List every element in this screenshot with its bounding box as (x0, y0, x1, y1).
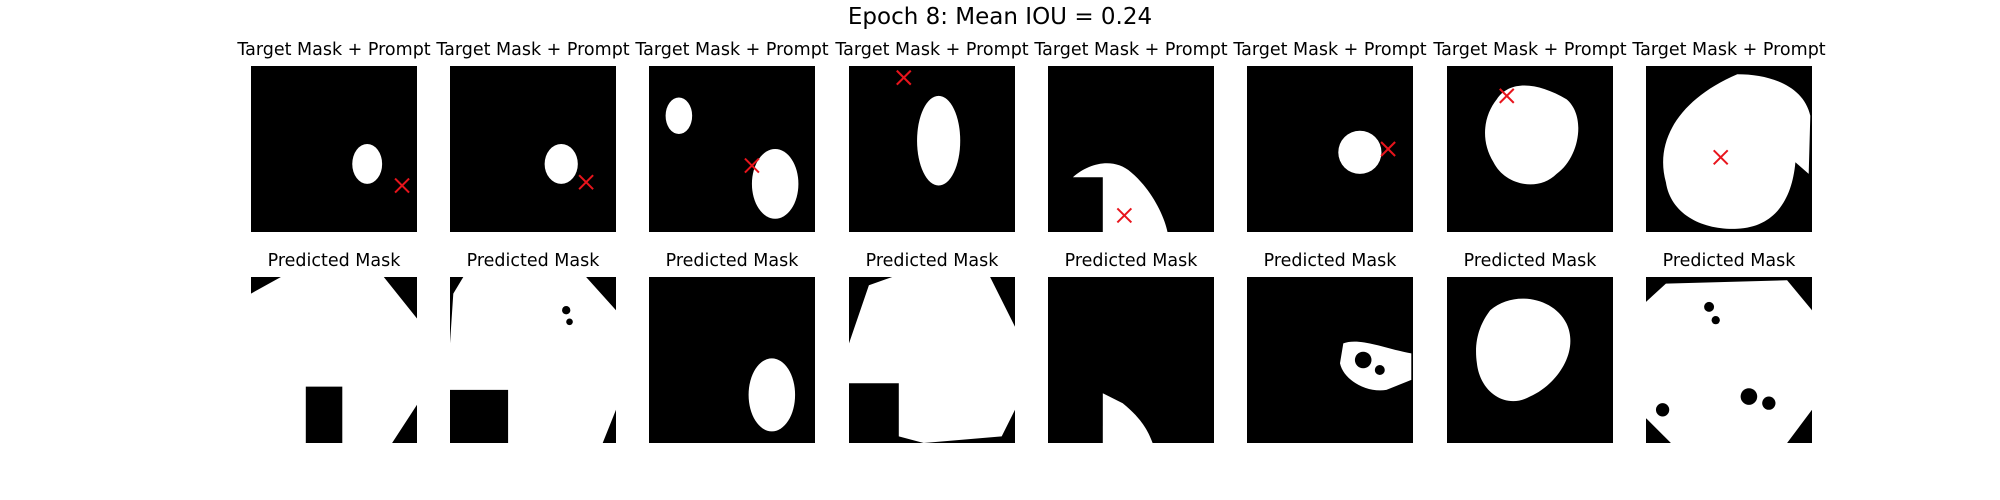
predicted-image-1 (251, 277, 417, 443)
target-title-1: Target Mask + Prompt (237, 40, 431, 60)
target-mask-7 (1485, 85, 1579, 185)
prompt-marker-stroke (394, 177, 410, 194)
prompt-marker-5 (1116, 207, 1133, 224)
predicted-image-2 (450, 277, 616, 443)
target-mask-8 (1663, 74, 1811, 229)
predicted-panel-1 (251, 277, 417, 443)
target-mask-1 (352, 144, 383, 184)
predicted-image-5 (1048, 277, 1214, 443)
figure-title: Epoch 8: Mean IOU = 0.24 (847, 4, 1153, 30)
predicted-mask-hole-8-1 (1704, 301, 1715, 312)
predicted-title-7: Predicted Mask (1463, 251, 1597, 271)
target-panel-8 (1646, 66, 1812, 232)
target-mask-3-2 (751, 149, 799, 219)
target-mask-5 (1072, 163, 1168, 232)
predicted-panel-6 (1247, 277, 1413, 443)
image-background (251, 66, 417, 232)
predicted-title-2: Predicted Mask (466, 251, 600, 271)
prompt-marker-stroke (1380, 141, 1396, 157)
prompt-marker-stroke (1499, 88, 1515, 104)
prompt-marker-stroke (1116, 207, 1133, 224)
target-panel-6 (1247, 66, 1413, 232)
target-title-4: Target Mask + Prompt (835, 40, 1029, 60)
prompt-marker-1 (394, 177, 410, 194)
prompt-marker-stroke (578, 174, 594, 190)
image-background (1247, 66, 1413, 232)
prompt-marker-7 (1499, 88, 1515, 104)
predicted-image-4 (849, 277, 1015, 443)
target-image-4 (849, 66, 1015, 232)
predicted-mask-hole-8-3 (1740, 388, 1758, 405)
target-panel-4 (849, 66, 1015, 232)
target-mask-2 (544, 144, 578, 184)
target-image-2 (450, 66, 616, 232)
target-mask-4 (917, 95, 961, 186)
target-panel-2 (450, 66, 616, 232)
image-background (450, 66, 616, 232)
predicted-title-4: Predicted Mask (865, 251, 999, 271)
target-image-6 (1247, 66, 1413, 232)
target-panel-5 (1048, 66, 1214, 232)
target-title-3: Target Mask + Prompt (635, 40, 829, 60)
predicted-mask-hole-6-2 (1374, 364, 1385, 375)
predicted-mask-hole-8-5 (1655, 403, 1670, 417)
predicted-mask-hole-2-2 (566, 318, 573, 326)
prompt-marker-stroke (744, 157, 760, 174)
predicted-panel-5 (1048, 277, 1214, 443)
prompt-marker-stroke (896, 69, 912, 86)
prompt-marker-stroke (1712, 149, 1729, 166)
target-title-5: Target Mask + Prompt (1034, 40, 1228, 60)
prompt-marker-8 (1712, 149, 1729, 166)
predicted-image-8 (1646, 277, 1812, 443)
predicted-mask-8 (1646, 280, 1812, 443)
predicted-mask-4 (849, 277, 1015, 443)
prompt-marker-4 (896, 69, 912, 86)
target-mask-3-1 (665, 97, 693, 135)
predicted-title-6: Predicted Mask (1263, 251, 1397, 271)
predicted-mask-5 (1102, 393, 1153, 443)
target-panel-1 (251, 66, 417, 232)
predicted-panel-4 (849, 277, 1015, 443)
predicted-mask-7 (1476, 298, 1571, 402)
predicted-image-3 (649, 277, 815, 443)
predicted-mask-hole-2-1 (562, 306, 571, 315)
target-image-7 (1447, 66, 1613, 232)
predicted-panel-7 (1447, 277, 1613, 443)
predicted-title-8: Predicted Mask (1662, 251, 1796, 271)
predicted-title-5: Predicted Mask (1064, 251, 1198, 271)
target-panel-3 (649, 66, 815, 232)
target-image-8 (1646, 66, 1812, 232)
predicted-image-7 (1447, 277, 1613, 443)
predicted-mask-3 (748, 358, 796, 432)
predicted-panel-8 (1646, 277, 1812, 443)
target-title-2: Target Mask + Prompt (436, 40, 630, 60)
predicted-title-1: Predicted Mask (267, 251, 401, 271)
predicted-mask-2 (450, 277, 616, 443)
predicted-mask-hole-8-4 (1762, 396, 1776, 410)
target-panel-7 (1447, 66, 1613, 232)
predicted-mask-hole-8-2 (1711, 316, 1720, 325)
target-title-8: Target Mask + Prompt (1632, 40, 1826, 60)
prompt-marker-2 (578, 174, 594, 190)
prompt-marker-6 (1380, 141, 1396, 157)
prompt-marker-3 (744, 157, 760, 174)
predicted-mask-1 (251, 277, 417, 443)
predicted-title-3: Predicted Mask (665, 251, 799, 271)
target-mask-6 (1338, 130, 1382, 174)
target-image-1 (251, 66, 417, 232)
predicted-mask-hole-6-1 (1354, 351, 1372, 369)
predicted-panel-3 (649, 277, 815, 443)
target-image-3 (649, 66, 815, 232)
predicted-panel-2 (450, 277, 616, 443)
target-title-6: Target Mask + Prompt (1233, 40, 1427, 60)
image-background (649, 277, 815, 443)
predicted-image-6 (1247, 277, 1413, 443)
target-title-7: Target Mask + Prompt (1433, 40, 1627, 60)
target-image-5 (1048, 66, 1214, 232)
